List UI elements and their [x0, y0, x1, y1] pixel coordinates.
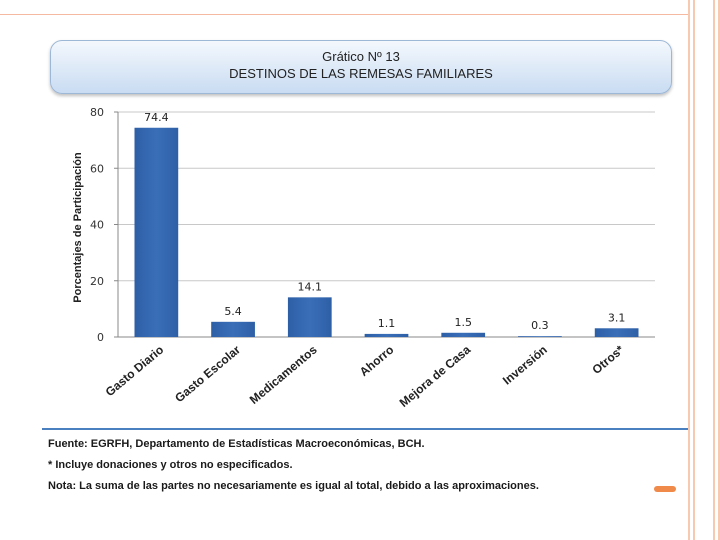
data-label: 14.1 — [298, 280, 323, 293]
x-tick-label: Gasto Diario — [103, 343, 167, 400]
chart-title-number: Grático Nº 13 — [322, 49, 400, 64]
source-note: Fuente: EGRFH, Departamento de Estadísti… — [48, 438, 425, 450]
x-tick-label: Mejora de Casa — [397, 342, 474, 410]
chart-title-box: Grático Nº 13 DESTINOS DE LAS REMESAS FA… — [50, 40, 672, 94]
data-label: 3.1 — [608, 311, 626, 324]
x-tick-label: Medicamentos — [247, 342, 320, 407]
decorative-top-line — [0, 14, 690, 15]
data-label: 74.4 — [144, 111, 169, 124]
bar-chart: 0 20 40 60 80 Porcentajes de Participación 74.… — [72, 106, 655, 410]
approximation-note: Nota: La suma de las partes no necesaria… — [48, 480, 539, 492]
bar-mejora-de-casa — [441, 332, 486, 337]
y-tick-label: 60 — [90, 162, 104, 175]
x-tick-label: Inversión — [500, 343, 550, 388]
bar-medicamentos — [287, 297, 332, 337]
y-tick-label: 80 — [90, 106, 104, 119]
decorative-ornament — [654, 486, 676, 492]
data-label: 1.1 — [378, 317, 396, 330]
bar-gasto-escolar — [211, 321, 255, 337]
data-label: 5.4 — [224, 305, 242, 318]
x-tick-label: Otros* — [589, 342, 626, 377]
y-axis-title: Porcentajes de Participación — [72, 152, 84, 303]
bar-otros — [594, 328, 639, 337]
gridlines — [118, 111, 655, 282]
y-tick-label: 0 — [97, 331, 104, 344]
x-tick-label: Gasto Escolar — [172, 342, 243, 405]
decorative-side-border — [688, 0, 720, 540]
bar-gasto-diario — [134, 127, 179, 337]
footnote: * Incluye donaciones y otros no especifi… — [48, 459, 293, 471]
bar-ahorro — [364, 333, 409, 337]
chart-title: DESTINOS DE LAS REMESAS FAMILIARES — [229, 66, 493, 81]
data-label: 1.5 — [454, 316, 472, 329]
y-tick-label: 40 — [90, 219, 104, 232]
bar-inversi-n — [518, 336, 562, 337]
bars — [134, 127, 639, 337]
data-label: 0.3 — [531, 319, 549, 332]
y-tick-label: 20 — [90, 275, 104, 288]
chart-notes: Fuente: EGRFH, Departamento de Estadísti… — [42, 428, 688, 501]
x-tick-label: Ahorro — [357, 343, 397, 379]
